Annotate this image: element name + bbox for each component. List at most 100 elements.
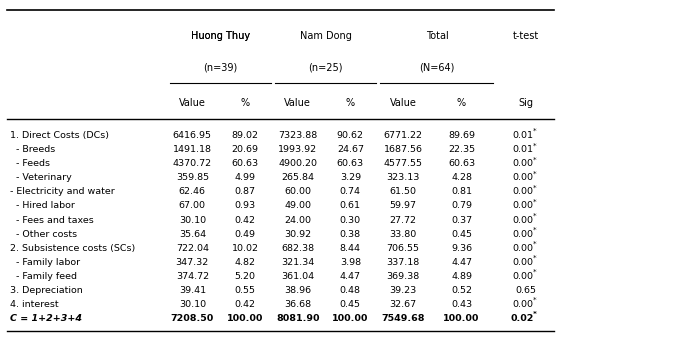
Text: 30.10: 30.10 <box>179 216 206 224</box>
Text: 0.00: 0.00 <box>512 258 533 267</box>
Text: - Other costs: - Other costs <box>10 230 78 239</box>
Text: *: * <box>533 311 537 317</box>
Text: 3.98: 3.98 <box>340 258 361 267</box>
Text: 6416.95: 6416.95 <box>173 131 212 140</box>
Text: 100.00: 100.00 <box>227 314 263 323</box>
Text: 323.13: 323.13 <box>386 173 420 182</box>
Text: 0.30: 0.30 <box>340 216 361 224</box>
Text: 4.99: 4.99 <box>234 173 256 182</box>
Text: 0.87: 0.87 <box>234 187 256 196</box>
Text: 4.47: 4.47 <box>451 258 472 267</box>
Text: 0.45: 0.45 <box>451 230 472 239</box>
Text: 0.01: 0.01 <box>512 131 533 140</box>
Text: *: * <box>533 255 537 261</box>
Text: - Feeds: - Feeds <box>10 159 51 168</box>
Text: 0.37: 0.37 <box>451 216 472 224</box>
Text: 62.46: 62.46 <box>179 187 206 196</box>
Text: 0.00: 0.00 <box>512 230 533 239</box>
Text: 0.42: 0.42 <box>234 216 256 224</box>
Text: 0.02: 0.02 <box>511 314 534 323</box>
Text: 3. Depreciation: 3. Depreciation <box>10 286 83 295</box>
Text: 321.34: 321.34 <box>281 258 314 267</box>
Text: 22.35: 22.35 <box>448 145 475 154</box>
Text: 265.84: 265.84 <box>281 173 314 182</box>
Text: 4.82: 4.82 <box>234 258 256 267</box>
Text: *: * <box>533 227 537 233</box>
Text: 0.00: 0.00 <box>512 216 533 224</box>
Text: 6771.22: 6771.22 <box>383 131 423 140</box>
Text: 369.38: 369.38 <box>387 272 419 281</box>
Text: 8.44: 8.44 <box>340 244 361 253</box>
Text: 30.92: 30.92 <box>284 230 311 239</box>
Text: 0.52: 0.52 <box>451 286 472 295</box>
Text: *: * <box>533 184 537 191</box>
Text: 0.00: 0.00 <box>512 201 533 211</box>
Text: Huong Thuy: Huong Thuy <box>191 31 250 41</box>
Text: 67.00: 67.00 <box>179 201 206 211</box>
Text: - Breeds: - Breeds <box>10 145 55 154</box>
Text: (n=25): (n=25) <box>308 63 343 73</box>
Text: 4.89: 4.89 <box>451 272 472 281</box>
Text: *: * <box>533 128 537 134</box>
Text: 4.28: 4.28 <box>451 173 472 182</box>
Text: 89.02: 89.02 <box>231 131 258 140</box>
Text: 0.93: 0.93 <box>234 201 256 211</box>
Text: 32.67: 32.67 <box>389 300 416 309</box>
Text: 0.79: 0.79 <box>451 201 472 211</box>
Text: 0.49: 0.49 <box>234 230 256 239</box>
Text: 90.62: 90.62 <box>337 131 364 140</box>
Text: 39.23: 39.23 <box>389 286 416 295</box>
Text: 3.29: 3.29 <box>340 173 361 182</box>
Text: 100.00: 100.00 <box>332 314 369 323</box>
Text: 60.63: 60.63 <box>337 159 364 168</box>
Text: 1. Direct Costs (DCs): 1. Direct Costs (DCs) <box>10 131 109 140</box>
Text: 89.69: 89.69 <box>448 131 475 140</box>
Text: 0.38: 0.38 <box>340 230 361 239</box>
Text: 706.55: 706.55 <box>387 244 419 253</box>
Text: 60.00: 60.00 <box>284 187 311 196</box>
Text: 60.63: 60.63 <box>231 159 258 168</box>
Text: 2. Subsistence costs (SCs): 2. Subsistence costs (SCs) <box>10 244 136 253</box>
Text: 30.10: 30.10 <box>179 300 206 309</box>
Text: 7208.50: 7208.50 <box>170 314 214 323</box>
Text: 337.18: 337.18 <box>387 258 419 267</box>
Text: 10.02: 10.02 <box>231 244 258 253</box>
Text: Value: Value <box>179 98 206 108</box>
Text: Nam Dong: Nam Dong <box>300 31 351 41</box>
Text: 0.01: 0.01 <box>512 145 533 154</box>
Text: 20.69: 20.69 <box>231 145 258 154</box>
Text: 0.61: 0.61 <box>340 201 361 211</box>
Text: Value: Value <box>284 98 311 108</box>
Text: 4577.55: 4577.55 <box>383 159 423 168</box>
Text: 0.00: 0.00 <box>512 159 533 168</box>
Text: *: * <box>533 241 537 247</box>
Text: 61.50: 61.50 <box>389 187 416 196</box>
Text: 49.00: 49.00 <box>284 201 311 211</box>
Text: %: % <box>240 98 249 108</box>
Text: Value: Value <box>389 98 416 108</box>
Text: 100.00: 100.00 <box>444 314 480 323</box>
Text: 359.85: 359.85 <box>176 173 209 182</box>
Text: 4. interest: 4. interest <box>10 300 59 309</box>
Text: - Hired labor: - Hired labor <box>10 201 76 211</box>
Text: 60.63: 60.63 <box>448 159 475 168</box>
Text: 0.00: 0.00 <box>512 244 533 253</box>
Text: 4.47: 4.47 <box>340 272 361 281</box>
Text: 9.36: 9.36 <box>451 244 472 253</box>
Text: 24.00: 24.00 <box>284 216 311 224</box>
Text: 0.65: 0.65 <box>516 286 536 295</box>
Text: 36.68: 36.68 <box>284 300 311 309</box>
Text: (n=39): (n=39) <box>203 63 238 73</box>
Text: 38.96: 38.96 <box>284 286 311 295</box>
Text: Huong Thuy: Huong Thuy <box>191 31 250 41</box>
Text: *: * <box>533 269 537 275</box>
Text: *: * <box>533 156 537 162</box>
Text: 1993.92: 1993.92 <box>278 145 317 154</box>
Text: 0.43: 0.43 <box>451 300 472 309</box>
Text: - Electricity and water: - Electricity and water <box>10 187 115 196</box>
Text: Sig: Sig <box>518 98 534 108</box>
Text: C = 1+2+3+4: C = 1+2+3+4 <box>10 314 82 323</box>
Text: 8081.90: 8081.90 <box>276 314 319 323</box>
Text: 4900.20: 4900.20 <box>278 159 317 168</box>
Text: 7323.88: 7323.88 <box>278 131 317 140</box>
